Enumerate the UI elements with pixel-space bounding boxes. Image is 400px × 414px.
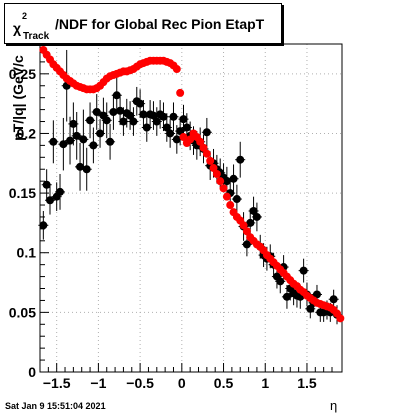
timestamp: Sat Jan 9 15:51:04 2021 (5, 401, 106, 411)
data-point (142, 123, 151, 132)
x-tick-label: −0.5 (126, 375, 154, 391)
title-chi-symbol: χ (13, 20, 22, 36)
y-tick-label: 0 (28, 364, 36, 380)
data-point (242, 240, 251, 249)
data-point (299, 266, 308, 275)
data-point (199, 143, 208, 152)
data-point (49, 137, 58, 146)
data-point (172, 65, 181, 74)
title-subscript: Track (23, 31, 50, 42)
y-tick-label: 0.2 (17, 125, 37, 141)
data-point (226, 201, 235, 210)
data-point (202, 128, 211, 137)
x-tick-label: −1 (90, 375, 106, 391)
title-text: /NDF for Global Rec Pion EtapT (55, 16, 265, 32)
x-tick-label: 1 (261, 375, 269, 391)
data-point (166, 129, 175, 138)
data-point (129, 117, 138, 126)
y-tick-label: 0.1 (17, 245, 37, 261)
y-tick-label: 0.15 (9, 185, 36, 201)
data-point (102, 116, 111, 125)
data-point (312, 290, 321, 299)
data-point (92, 107, 101, 116)
data-point (176, 88, 185, 97)
y-tick-label: 0.25 (9, 66, 36, 82)
data-point (72, 131, 81, 140)
data-point (149, 111, 158, 120)
data-point (242, 227, 251, 236)
data-point (162, 123, 171, 132)
data-point (179, 133, 188, 142)
data-point (169, 112, 178, 121)
data-point (86, 116, 95, 125)
data-point (206, 156, 215, 165)
data-point (139, 110, 148, 119)
data-point (172, 135, 181, 144)
data-point (239, 221, 248, 230)
data-point (66, 136, 75, 145)
data-point (119, 117, 128, 126)
data-point (126, 111, 135, 120)
chart-title: χ 2 Track /NDF for Global Rec Pion EtapT (4, 3, 282, 44)
data-point (216, 177, 225, 186)
data-point (136, 99, 145, 108)
data-point (212, 170, 221, 179)
data-point (42, 180, 51, 189)
data-point (159, 112, 168, 121)
data-point (236, 155, 245, 164)
data-series (38, 45, 345, 325)
data-point (89, 141, 98, 150)
title-superscript: 2 (22, 11, 28, 21)
data-point (276, 277, 285, 286)
data-point (46, 196, 55, 205)
plot-frame (39, 43, 343, 373)
data-point (222, 192, 231, 201)
data-point (176, 127, 185, 136)
x-tick-label: 1.5 (297, 375, 317, 391)
series-2 (39, 45, 345, 323)
data-point (202, 149, 211, 158)
data-point (196, 137, 205, 146)
data-point (249, 206, 258, 215)
data-point (186, 135, 195, 144)
axes: −1.5 −1 −0.5 0 0.5 1 1.5 0 0.05 0.1 0.15 0.2 0.25 (9, 49, 333, 391)
data-point (59, 140, 68, 149)
x-tick-label: 0.5 (214, 375, 234, 391)
data-point (329, 295, 338, 304)
data-point (179, 115, 188, 124)
data-point (82, 165, 91, 174)
data-point (232, 195, 241, 204)
data-point (229, 174, 238, 183)
x-tick-label: −1.5 (43, 375, 71, 391)
data-point (106, 137, 115, 146)
x-axis-label: η (330, 398, 338, 413)
data-point (336, 314, 345, 323)
data-point (96, 129, 105, 138)
x-tick-label: 0 (178, 375, 186, 391)
data-point (306, 304, 315, 313)
data-point (246, 218, 255, 227)
data-point (209, 164, 218, 173)
data-point (152, 117, 161, 126)
y-tick-label: 0.05 (9, 304, 36, 320)
data-point (252, 212, 261, 221)
data-point (282, 292, 291, 301)
data-point (56, 187, 65, 196)
y-axis-label: pT/|q| (GeV/c (10, 55, 26, 141)
data-point (69, 119, 78, 128)
data-point (112, 91, 121, 100)
data-point (219, 184, 228, 193)
data-point (39, 221, 48, 230)
data-point (79, 135, 88, 144)
data-point (109, 107, 118, 116)
grid-lines (40, 44, 342, 373)
data-point (182, 123, 191, 132)
